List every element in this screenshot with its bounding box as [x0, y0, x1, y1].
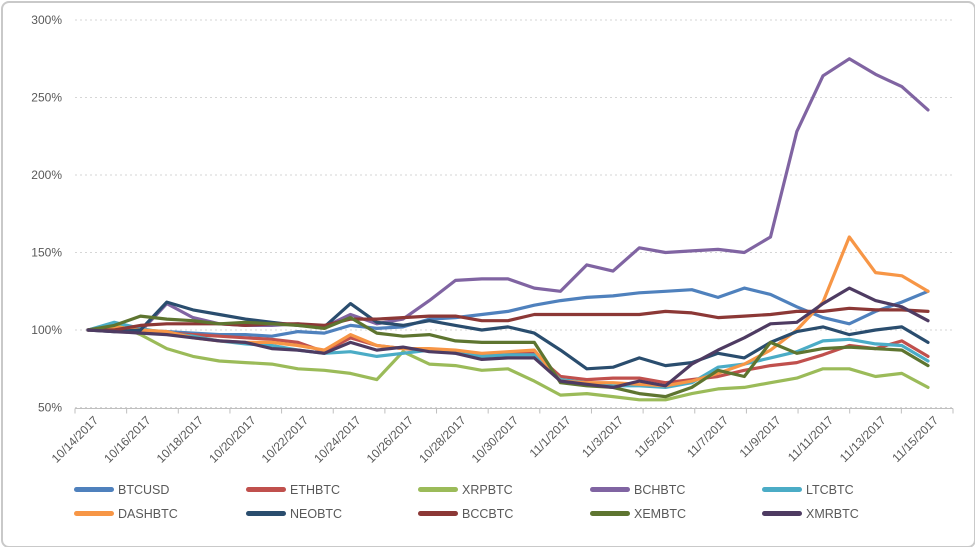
legend-item-bccbtc: BCCBTC	[418, 506, 590, 521]
x-axis-label: 11/1/2017	[527, 413, 574, 460]
x-axis-label: 10/20/2017	[206, 413, 259, 466]
y-axis-label: 100%	[31, 323, 62, 337]
legend-label: XEMBTC	[634, 506, 687, 521]
legend-item-dashbtc: DASHBTC	[74, 506, 246, 521]
x-axis-label: 10/26/2017	[364, 413, 417, 466]
legend-swatch	[74, 511, 114, 516]
legend-item-ltcbtc: LTCBTC	[762, 482, 934, 497]
series-line-btcusd	[86, 286, 930, 338]
x-axis-label: 11/15/2017	[889, 413, 941, 465]
legend-swatch	[246, 511, 286, 516]
x-axis-label: 11/3/2017	[579, 413, 626, 460]
legend-label: XRPBTC	[462, 482, 513, 497]
legend-label: BCCBTC	[462, 506, 514, 521]
y-axis-label: 300%	[31, 13, 62, 27]
plot-area: 300% 250% 200% 150% 100% 50%10/14/2017 10/16/2…	[31, 13, 954, 466]
legend-label: BCHBTC	[634, 482, 686, 497]
x-axis-label: 11/13/2017	[837, 413, 889, 465]
x-axis-label: 11/7/2017	[684, 413, 731, 460]
legend-swatch	[74, 487, 114, 492]
legend-swatch	[418, 487, 458, 492]
legend-item-neobtc: NEOBTC	[246, 506, 418, 521]
x-axis-label: 10/28/2017	[416, 413, 469, 466]
legend-item-xembtc: XEMBTC	[590, 506, 762, 521]
x-axis-label: 11/9/2017	[737, 413, 784, 460]
legend-item-bchbtc: BCHBTC	[590, 482, 762, 497]
series-line-neobtc	[86, 300, 930, 371]
legend-item-btcusd: BTCUSD	[74, 482, 246, 497]
legend-item-ethbtc: ETHBTC	[246, 482, 418, 497]
y-axis-label: 50%	[38, 401, 62, 415]
x-axis-label: 10/14/2017	[49, 413, 102, 466]
legend-label: ETHBTC	[290, 482, 340, 497]
legend-label: LTCBTC	[806, 482, 854, 497]
x-axis-label: 11/5/2017	[632, 413, 679, 460]
series-line-bchbtc	[86, 57, 930, 334]
legend-swatch	[762, 487, 802, 492]
x-axis-label: 10/16/2017	[101, 413, 154, 466]
y-axis-label: 250%	[31, 91, 62, 105]
legend-label: DASHBTC	[118, 506, 178, 521]
x-axis-label: 10/24/2017	[311, 413, 364, 466]
x-axis-label: 11/11/2017	[785, 413, 836, 464]
series-line-xembtc	[86, 314, 930, 399]
legend-swatch	[762, 511, 802, 516]
x-axis-label: 10/18/2017	[154, 413, 207, 466]
x-axis-label: 10/22/2017	[259, 413, 312, 466]
x-axis-label: 10/30/2017	[469, 413, 522, 466]
legend-swatch	[418, 511, 458, 516]
legend-swatch	[246, 487, 286, 492]
y-axis-label: 150%	[31, 246, 62, 260]
legend-label: BTCUSD	[118, 482, 170, 497]
legend-label: XMRBTC	[806, 506, 859, 521]
legend-label: NEOBTC	[290, 506, 343, 521]
y-axis-label: 200%	[31, 168, 62, 182]
legend-item-xmrbtc: XMRBTC	[762, 506, 934, 521]
legend-swatch	[590, 511, 630, 516]
legend-swatch	[590, 487, 630, 492]
chart-legend: BTCUSD ETHBTC XRPBTC BCHBTC LTCBTC DASHBTC NEO…	[74, 482, 934, 521]
legend-item-xrpbtc: XRPBTC	[418, 482, 590, 497]
series-line-xmrbtc	[86, 286, 930, 389]
series-line-xrpbtc	[86, 322, 930, 402]
